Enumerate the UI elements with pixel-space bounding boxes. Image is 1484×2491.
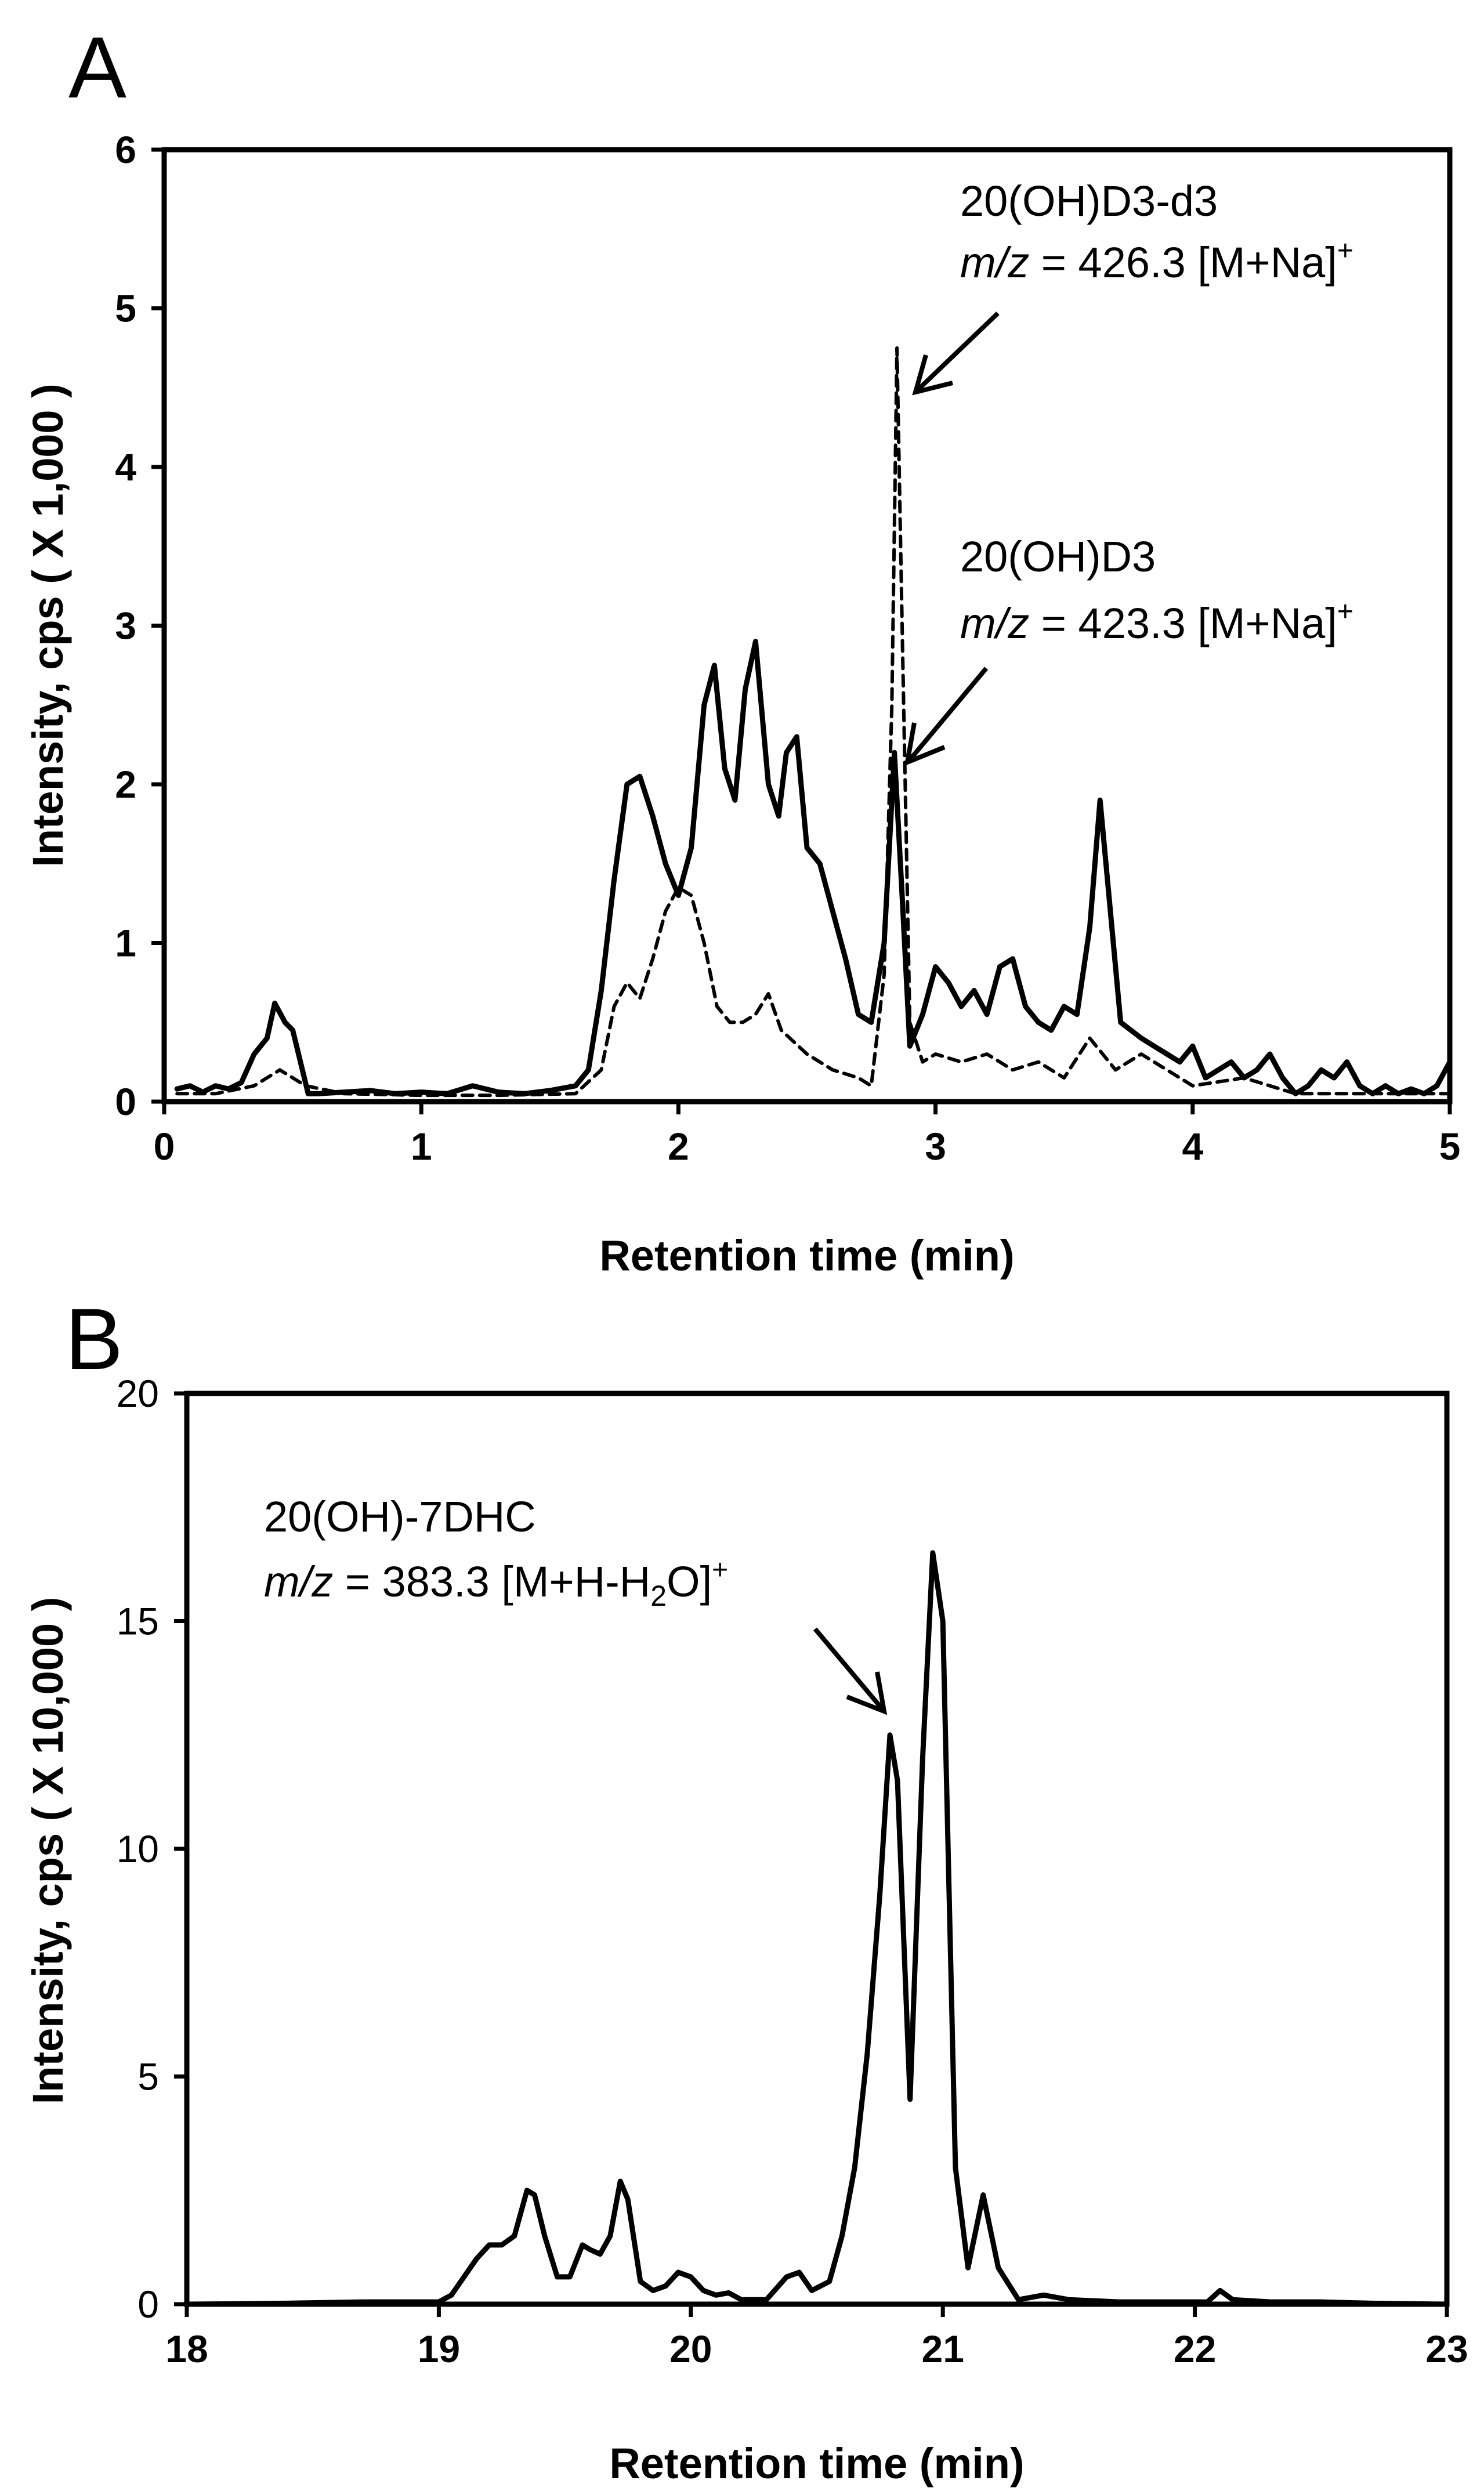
chart-b-x-tick-label: 20 (669, 2327, 712, 2370)
annotation-d3-name: 20(OH)D3 (960, 533, 1156, 581)
annotation-d3-d3-name: 20(OH)D3-d3 (960, 177, 1218, 225)
annotation-7dhc-sub: 2 (650, 1580, 667, 1612)
annotation-d3-d3-mz: m/z = 426.3 [M+Na]+ (960, 236, 1353, 287)
chart-b-x-tick-label: 22 (1174, 2327, 1216, 2370)
chart-a-x-tick-label: 1 (411, 1125, 432, 1168)
annotation-7dhc-mz: m/z = 383.3 [M+H-H2O]+ (264, 1555, 728, 1612)
annotation-7dhc-mz-label: m/z (264, 1558, 333, 1606)
chart-a-x-tick-label: 4 (1182, 1125, 1203, 1168)
chart-b-series-group (184, 1550, 1450, 2307)
chart-a-plot-frame (161, 147, 1453, 1105)
chart-b: 18 19 20 21 22 23 0 5 10 15 20 Retention time (min… (24, 1372, 1468, 2488)
chart-a-y-axis-label: Intensity, cps ( X 1,000 ) (24, 383, 72, 867)
chart-a-y-tick-label: 1 (115, 922, 136, 965)
panel-b-letter: B (65, 1290, 123, 1388)
chart-b-y-tick-label: 0 (137, 2283, 159, 2326)
chart-b-series-solid-line (184, 1550, 1450, 2307)
chart-b-plot-frame (184, 1391, 1450, 2307)
annotation-d3-d3-mz-value: = 426.3 [M+Na] (1029, 238, 1337, 287)
chart-a-x-tick-label: 3 (925, 1125, 946, 1168)
chart-a-y-tick-label: 0 (115, 1080, 136, 1123)
annotation-d3-mz-label: m/z (960, 599, 1029, 647)
chart-a-x-tick-label: 5 (1439, 1125, 1461, 1168)
chart-b-x-tick-label: 19 (418, 2327, 460, 2370)
chart-a-ticks: 0 1 2 3 4 5 0 1 2 3 4 5 6 (115, 128, 1460, 1168)
chart-b-ticks: 18 19 20 21 22 23 0 5 10 15 20 (117, 1372, 1468, 2370)
chart-a-series-solid-line (174, 639, 1453, 1096)
chart-a-x-tick-label: 0 (154, 1125, 175, 1168)
annotation-7dhc-charge: + (712, 1555, 728, 1585)
chart-a-x-tick-label: 2 (668, 1125, 689, 1168)
annotation-d3-d3-arrow (916, 312, 1000, 392)
annotation-d3-arrowhead (904, 722, 946, 766)
annotation-d3-d3-arrowhead (912, 354, 953, 396)
annotation-7dhc-mz-value: = 383.3 [M+H-H (333, 1558, 650, 1606)
chart-a-y-tick-label: 5 (115, 287, 136, 330)
annotation-d3-charge: + (1337, 596, 1353, 627)
chart-b-y-tick-label: 10 (117, 1827, 159, 1870)
annotation-7dhc-name: 20(OH)-7DHC (264, 1493, 536, 1541)
chart-a-series-group (174, 346, 1453, 1098)
chart-a-y-tick-label: 2 (115, 763, 136, 806)
chart-b-x-tick-label: 23 (1425, 2327, 1468, 2370)
annotation-7dhc-tail: O] (667, 1558, 712, 1606)
chart-b-y-tick-label: 15 (117, 1600, 159, 1643)
annotation-d3-d3-mz-label: m/z (960, 238, 1029, 287)
annotation-d3-mz: m/z = 423.3 [M+Na]+ (960, 596, 1353, 647)
chart-b-x-axis-label: Retention time (min) (609, 2439, 1024, 2488)
panel-a-letter: A (68, 19, 126, 116)
chart-b-y-tick-label: 5 (137, 2055, 159, 2098)
chart-a-series-dashed-line (175, 346, 1452, 1098)
chart-b-x-tick-label: 18 (165, 2327, 208, 2370)
annotation-7dhc-arrowhead (846, 1671, 888, 1715)
annotation-7dhc-arrow (813, 1627, 884, 1710)
chart-a-y-tick-label: 6 (115, 128, 136, 171)
chart-a: 0 1 2 3 4 5 0 1 2 3 4 5 6 Retention time (min) Inten… (24, 128, 1460, 1280)
chart-a-x-axis-label: Retention time (min) (599, 1232, 1014, 1280)
annotation-d3-arrow (907, 667, 989, 762)
chart-a-y-tick-label: 4 (115, 446, 136, 488)
annotation-d3-d3-charge: + (1337, 236, 1353, 266)
annotation-d3-mz-value: = 423.3 [M+Na] (1029, 599, 1337, 647)
chart-b-y-tick-label: 20 (117, 1372, 159, 1415)
chart-b-y-axis-label: Intensity, cps ( X 10,000 ) (24, 1597, 72, 2105)
chart-b-x-tick-label: 21 (921, 2327, 964, 2370)
chart-a-y-tick-label: 3 (115, 604, 136, 647)
